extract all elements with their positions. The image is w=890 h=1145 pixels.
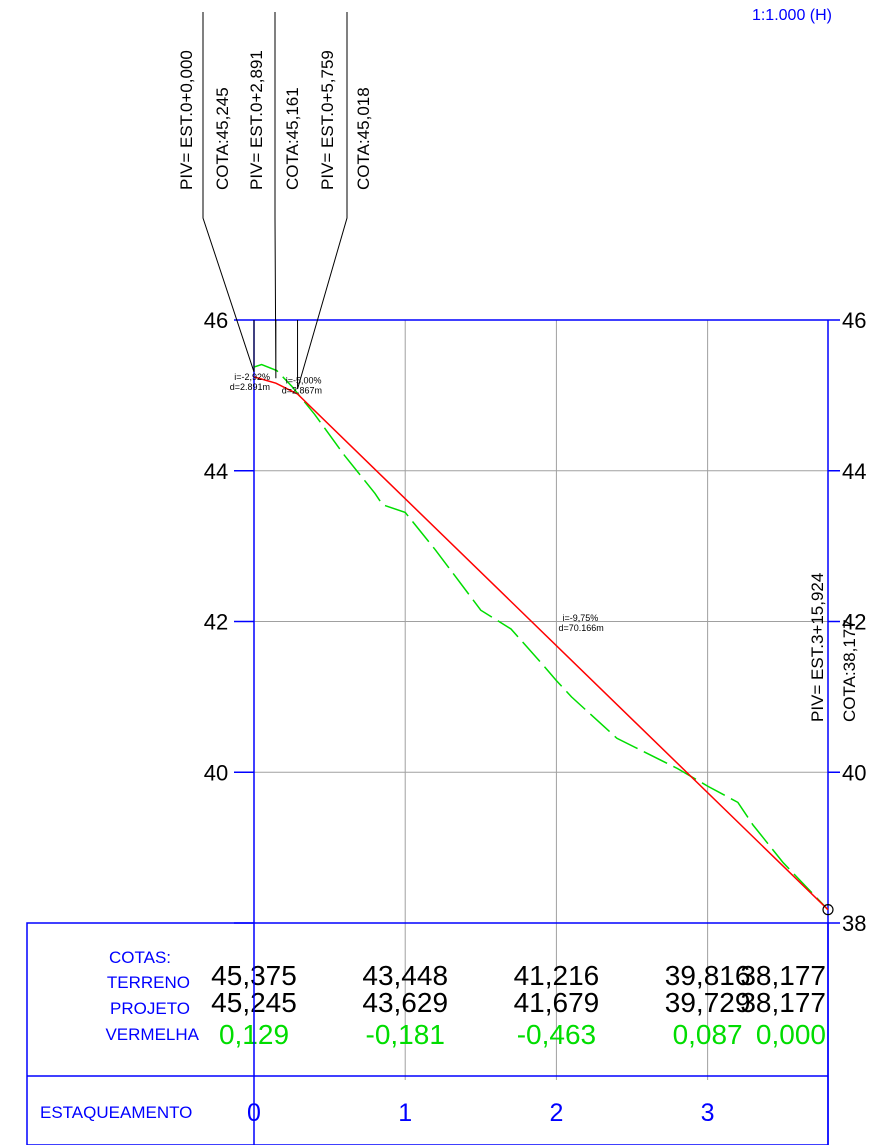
grade-slope-label: i=-5,00% [286,376,322,386]
terrain-row-label: TERRENO [107,973,190,992]
terrain-value: 41,216 [514,960,600,991]
piv-leader [297,12,348,390]
table-header-label: COTAS: [109,948,171,967]
grade-slope-label: i=-2,92% [234,372,270,382]
station-label: 3 [701,1099,715,1127]
grade-length-label: d=2.891m [230,382,270,392]
diff-row-label: VERMELHA [105,1025,199,1044]
piv-annotations: PIV= EST.0+0,000 COTA:45,245 PIV= EST.0+2,… [177,12,859,722]
y-tick-label-left: 44 [204,459,228,484]
grade-length-label: d=2.867m [282,386,322,396]
y-tick-label-left: 46 [204,308,228,333]
piv-station-label: PIV= EST.0+2,891 [247,50,266,190]
station-label: 2 [549,1099,563,1127]
piv-leader [274,12,277,379]
terrain-value: 39,816 [665,960,751,991]
project-line [253,376,829,911]
station-row-label: ESTAQUEAMENTO [40,1103,192,1122]
project-value: 43,629 [362,987,448,1018]
end-marker [822,904,834,916]
project-value: 38,177 [740,987,826,1018]
project-value: 41,679 [514,987,600,1018]
piv-station-label: PIV= EST.3+15,924 [808,573,827,722]
diff-value: 0,000 [756,1019,826,1050]
piv-cota-label: COTA:45,018 [354,87,373,190]
diff-value: 0,087 [673,1019,743,1050]
y-tick-label-right: 46 [842,308,866,333]
project-row-label: PROJETO [110,999,190,1018]
grade-slope-label: i=-9,75% [562,613,598,623]
y-tick-label-right: 42 [842,610,866,635]
grade-length-label: d=70.166m [558,623,603,633]
scale-label: 1:1.000 (H) [751,7,832,24]
y-tick-label-right: 40 [842,760,866,785]
piv-cota-label: COTA:45,161 [283,87,302,190]
series [253,363,834,916]
terrain-value: 38,177 [740,960,826,991]
project-value: 39,729 [665,987,751,1018]
y-tick-label-left: 40 [204,760,228,785]
data-table: COTAS: TERRENO PROJETO VERMELHA ESTAQUEAMENT… [26,922,829,1145]
piv-station-label: PIV= EST.0+0,000 [177,50,196,190]
diff-value: -0,181 [366,1019,445,1050]
y-tick-label-left: 42 [204,610,228,635]
piv-leader [202,12,255,373]
grade-annotations: i=-2,92%d=2.891m i=-5,00%d=2.867m i=-9,75%… [230,372,604,633]
piv-station-label: PIV= EST.0+5,759 [318,50,337,190]
terrain-line [253,363,829,911]
piv-cota-label: COTA:45,245 [213,87,232,190]
diff-value: -0,463 [517,1019,596,1050]
y-tick-label-right: 44 [842,459,866,484]
axes: 46 46 44 44 42 42 40 40 38 [204,308,866,1145]
station-label: 1 [398,1099,412,1127]
y-tick-label-right: 38 [842,911,866,936]
piv-cota-label: COTA:38,177 [840,619,859,722]
terrain-value: 43,448 [362,960,448,991]
